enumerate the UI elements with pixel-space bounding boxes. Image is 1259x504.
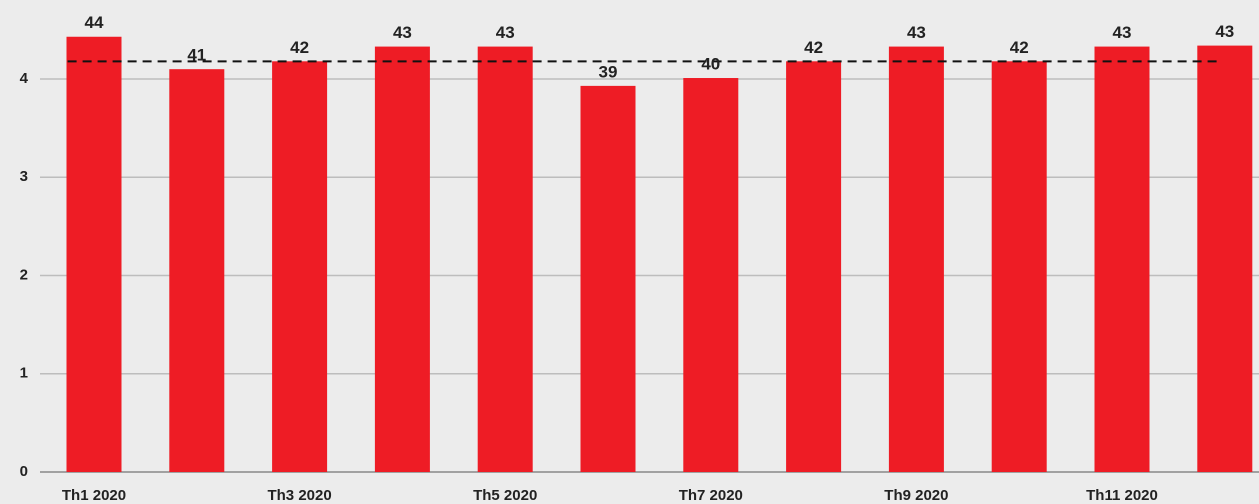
bar [786,61,842,472]
x-tick-label: Th1 2020 [62,487,126,504]
y-tick-label: 2 [20,266,28,283]
value-label: 42 [290,38,309,57]
bar [1094,46,1150,472]
y-tick-label: 0 [20,463,28,480]
value-label: 43 [496,23,515,42]
bar [1197,45,1253,472]
value-label: 39 [599,62,618,81]
value-label: 43 [1113,23,1132,42]
y-tick-label: 4 [20,70,29,87]
x-tick-label: Th11 2020 [1086,487,1158,504]
bar [580,85,636,472]
bar [169,69,225,473]
bar [991,61,1047,472]
bar [272,61,328,472]
bar [66,36,122,472]
value-label: 42 [804,38,823,57]
x-tick-label: Th9 2020 [884,487,948,504]
bar [477,46,533,472]
bar [888,46,944,472]
y-tick-label: 3 [20,168,28,185]
y-tick-label: 1 [20,365,28,382]
value-label: 43 [1215,22,1234,41]
bar [374,46,430,472]
x-tick-label: Th3 2020 [267,487,331,504]
value-label: 43 [907,23,926,42]
bar [683,78,739,472]
x-tick-label: Th5 2020 [473,487,537,504]
value-label: 43 [393,23,412,42]
x-tick-label: Th7 2020 [679,487,743,504]
value-label: 44 [85,13,104,32]
value-label: 41 [187,46,206,65]
value-label: 42 [1010,38,1029,57]
value-label: 40 [701,55,720,74]
